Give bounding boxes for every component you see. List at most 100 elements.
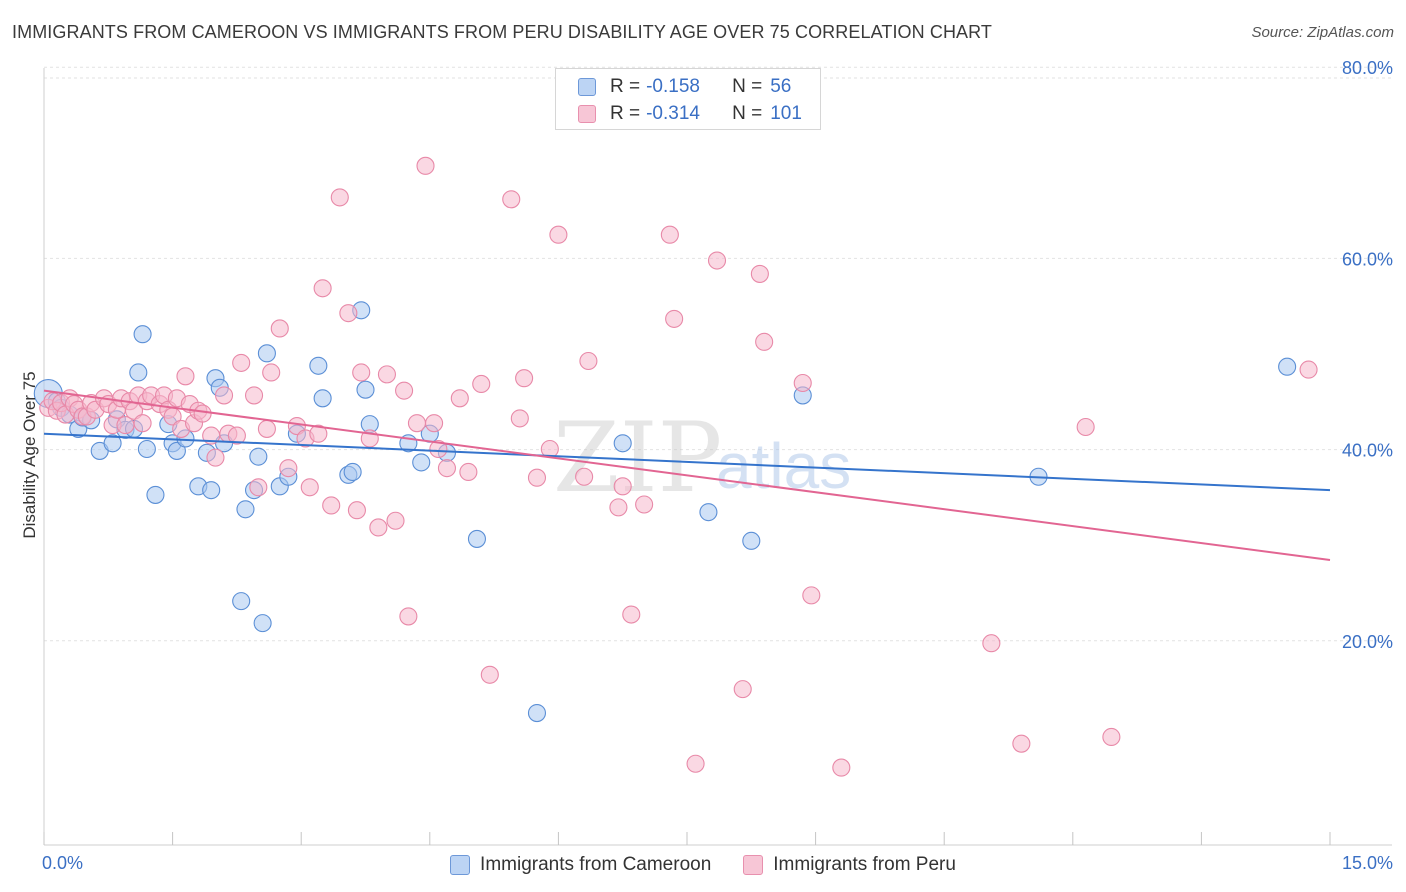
peru-point <box>733 680 752 699</box>
cameroon-point <box>129 363 148 382</box>
cameroon-point <box>236 500 255 519</box>
peru-point <box>257 419 276 438</box>
cameroon-point <box>167 441 186 460</box>
peru-point <box>133 414 152 433</box>
peru-point <box>330 188 349 207</box>
peru-point <box>707 251 727 270</box>
peru-point <box>755 332 774 351</box>
cameroon-point <box>742 531 761 550</box>
cameroon-point <box>202 481 221 500</box>
peru-point <box>609 498 628 517</box>
peru-point <box>1299 360 1318 379</box>
peru-point <box>480 665 499 684</box>
x-tick-label-min: 0.0% <box>42 853 83 873</box>
legend-row-cameroon: R = -0.158 N = 56 <box>578 75 791 99</box>
peru-point <box>416 156 435 175</box>
tick-labels: 20.0% 40.0% 60.0% 80.0% 0.0% 15.0% <box>42 58 1393 873</box>
peru-point <box>352 363 371 382</box>
cameroon-point <box>699 503 718 522</box>
peru-point <box>575 467 594 486</box>
peru-point <box>377 365 396 384</box>
peru-point <box>665 309 684 328</box>
peru-point <box>313 279 332 298</box>
cameroon-point <box>133 325 152 344</box>
peru-point <box>1102 727 1121 747</box>
peru-point <box>1012 734 1031 753</box>
cameroon-point <box>356 380 375 399</box>
peru-point <box>386 511 405 530</box>
peru-point <box>279 459 298 478</box>
peru-point <box>832 758 851 777</box>
trend-lines <box>43 389 1331 561</box>
peru-point <box>793 373 812 393</box>
peru-point <box>262 363 281 382</box>
peru-point <box>322 496 341 515</box>
peru-point <box>502 190 521 209</box>
cameroon-point <box>232 592 251 611</box>
cameroon-point <box>527 704 547 723</box>
legend-r-value-peru: -0.314 <box>646 103 700 124</box>
legend-label-peru: Immigrants from Peru <box>773 854 956 875</box>
trend-line-cameroon <box>43 432 1331 492</box>
legend-item-cameroon: Immigrants from Cameroon <box>450 854 711 876</box>
peru-point <box>339 304 358 323</box>
peru-point <box>622 605 641 624</box>
peru-point <box>214 386 234 405</box>
peru-point <box>510 409 529 428</box>
peru-point <box>399 607 418 626</box>
legend-n-value-peru: 101 <box>770 103 802 124</box>
cameroon-point <box>412 453 431 472</box>
cameroon-point <box>313 389 332 408</box>
peru-point <box>686 754 705 773</box>
cameroon-point <box>1278 357 1297 376</box>
cameroon-point <box>146 485 165 504</box>
y-tick-label: 40.0% <box>1342 441 1393 461</box>
peru-point <box>750 264 769 283</box>
legend-r-label: R = <box>610 76 641 97</box>
chart-title: IMMIGRANTS FROM CAMEROON VS IMMIGRANTS F… <box>12 22 993 42</box>
cameroon-point <box>613 434 632 453</box>
peru-point <box>347 501 366 520</box>
legend-r-value-cameroon: -0.158 <box>646 76 700 97</box>
peru-point <box>1076 417 1095 437</box>
cameroon-point <box>249 447 268 466</box>
peru-point <box>395 381 414 400</box>
peru-point <box>660 225 679 244</box>
peru-point <box>459 462 478 482</box>
peru-point <box>613 477 632 496</box>
peru-point <box>176 367 195 386</box>
peru-point <box>527 468 547 487</box>
legend-swatch-peru <box>578 105 596 123</box>
peru-point <box>472 374 491 394</box>
cameroon-point <box>343 462 362 482</box>
peru-point <box>515 369 534 388</box>
legend-n-label: N = <box>732 103 763 124</box>
legend-swatch-peru <box>743 855 764 875</box>
y-tick-label: 80.0% <box>1342 58 1393 78</box>
cameroon-point <box>309 356 328 375</box>
series-legend: Immigrants from Cameroon Immigrants from… <box>0 852 1406 878</box>
legend-item-peru: Immigrants from Peru <box>743 854 956 876</box>
peru-point <box>193 404 212 423</box>
cameroon-point <box>467 529 487 548</box>
peru-point <box>249 478 268 497</box>
axes <box>43 68 1392 846</box>
trend-line-peru <box>43 389 1331 561</box>
peru-point <box>309 424 328 443</box>
peru-point <box>429 439 448 459</box>
grid-lines <box>44 66 1392 642</box>
peru-point <box>579 351 598 371</box>
peru-point <box>982 634 1001 653</box>
peru-point <box>450 389 469 408</box>
peru-point <box>437 459 456 478</box>
cameroon-point <box>137 439 156 459</box>
x-tick-label-max: 15.0% <box>1342 853 1393 873</box>
cameroon-point <box>103 434 122 453</box>
legend-row-peru: R = -0.314 N = 101 <box>578 102 802 126</box>
peru-point <box>802 586 821 605</box>
source-credit: Source: ZipAtlas.com <box>1251 24 1394 41</box>
legend-swatch-cameroon <box>450 855 471 875</box>
peru-point <box>369 518 388 537</box>
peru-point <box>549 225 568 244</box>
